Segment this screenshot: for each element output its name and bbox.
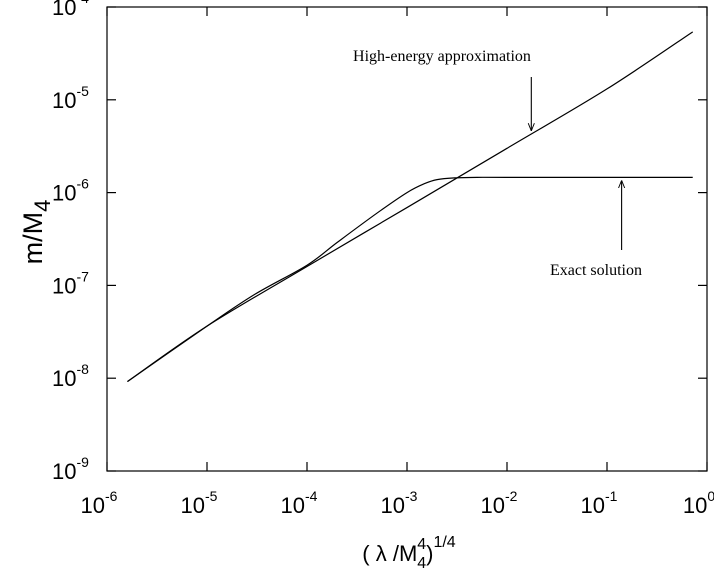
y-axis-label: m/M4 [18,200,55,265]
x-axis-label: ( λ /M4 4)1/4 [362,534,455,572]
y-tick-label: 10-6 [52,176,89,206]
x-tick-label: 10-4 [281,488,318,518]
y-axis-label-main: m/M [18,212,48,264]
series-lines [127,31,694,383]
annotations: High-energy approximation Exact solution [353,48,642,279]
y-tick-label: 10-4 [52,0,89,20]
x-tick-label: 10-2 [481,488,518,518]
tick-labels: 10-6 10-5 10-4 10-3 10-2 10-1 100 10-9 10-8 10-7 1… [52,0,714,518]
plot-frame [106,6,708,472]
x-axis-label-close: ) [426,541,433,566]
x-tick-label: 10-6 [81,488,118,518]
x-tick-label: 10-1 [581,488,618,518]
annotation-high-energy: High-energy approximation [353,48,531,65]
series-line-high-energy-approximation [127,31,694,383]
y-tick-label: 10-9 [52,454,89,484]
tick-marks [106,6,708,472]
x-tick-label: 100 [683,488,714,518]
y-tick-label: 10-8 [52,361,89,391]
x-axis-label-sub: 4 [417,555,426,572]
series-line-exact-solution [127,176,693,383]
y-tick-label: 10-7 [52,268,89,298]
x-tick-label: 10-5 [181,488,218,518]
x-axis-label-open: ( λ /M [362,541,417,566]
x-tick-label: 10-3 [381,488,418,518]
x-axis-label-sup: 4 [417,536,426,553]
annotation-exact-solution: Exact solution [550,262,642,279]
y-tick-label: 10-5 [52,83,89,113]
x-axis-label-power: 1/4 [433,534,455,551]
y-axis-label-sub: 4 [30,200,55,212]
